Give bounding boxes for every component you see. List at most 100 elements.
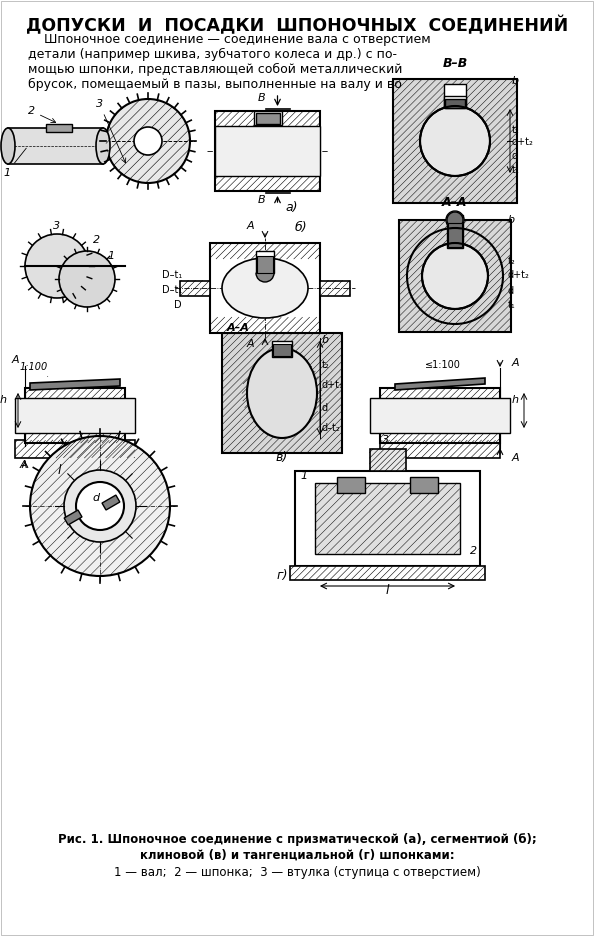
Bar bbox=[444, 84, 466, 108]
Bar bbox=[295, 471, 480, 566]
Text: t₂: t₂ bbox=[512, 125, 520, 135]
Text: В–В: В–В bbox=[443, 57, 467, 70]
Text: 1: 1 bbox=[300, 471, 307, 481]
Bar bbox=[222, 333, 342, 453]
Circle shape bbox=[134, 127, 162, 155]
Text: 1: 1 bbox=[107, 251, 114, 261]
Text: d: d bbox=[508, 286, 514, 296]
Text: ≤1:100: ≤1:100 bbox=[425, 360, 461, 370]
Bar bbox=[393, 79, 517, 203]
Text: А–А: А–А bbox=[443, 196, 467, 209]
Bar bbox=[215, 126, 320, 176]
Text: d: d bbox=[92, 493, 99, 503]
Circle shape bbox=[106, 99, 190, 183]
Text: детали (например шкива, зубчатого колеса и др.) с по-: детали (например шкива, зубчатого колеса… bbox=[28, 48, 397, 61]
Polygon shape bbox=[395, 378, 485, 390]
Text: А: А bbox=[512, 358, 520, 368]
Bar bbox=[315, 483, 460, 554]
Text: d+t₁: d+t₁ bbox=[322, 380, 344, 390]
Ellipse shape bbox=[1, 128, 15, 164]
Text: брусок, помещаемый в пазы, выполненные на валу и во: брусок, помещаемый в пазы, выполненные н… bbox=[28, 78, 402, 91]
Text: 3: 3 bbox=[53, 221, 60, 231]
Text: 1: 1 bbox=[3, 148, 26, 178]
Text: Шпоночное соединение — соединение вала с отверстием: Шпоночное соединение — соединение вала с… bbox=[28, 33, 431, 46]
Wedge shape bbox=[447, 212, 463, 228]
Wedge shape bbox=[446, 211, 464, 229]
Text: l: l bbox=[58, 464, 62, 477]
Text: 3: 3 bbox=[381, 435, 388, 445]
Bar bbox=[320, 281, 350, 296]
Circle shape bbox=[30, 436, 170, 576]
Bar bbox=[46, 124, 72, 132]
Text: ДОПУСКИ  И  ПОСАДКИ  ШПОНОЧНЫХ  СОЕДИНЕНИЙ: ДОПУСКИ И ПОСАДКИ ШПОНОЧНЫХ СОЕДИНЕНИЙ bbox=[26, 16, 568, 36]
Text: 2: 2 bbox=[470, 546, 477, 556]
Text: d: d bbox=[322, 403, 328, 413]
Text: h: h bbox=[512, 395, 519, 405]
Text: 1 — вал;  2 — шпонка;  3 — втулка (ступица с отверстием): 1 — вал; 2 — шпонка; 3 — втулка (ступица… bbox=[113, 866, 481, 879]
Bar bbox=[180, 281, 210, 296]
Bar bbox=[337, 477, 365, 493]
Bar bbox=[254, 111, 282, 125]
Text: А–А: А–А bbox=[227, 323, 250, 333]
Text: 2: 2 bbox=[93, 235, 100, 245]
Circle shape bbox=[422, 243, 488, 309]
Text: D–t₁: D–t₁ bbox=[162, 285, 182, 295]
Bar bbox=[8, 128, 103, 164]
Bar bbox=[102, 495, 120, 510]
Text: г): г) bbox=[276, 569, 287, 582]
Text: в): в) bbox=[276, 451, 288, 464]
Text: b: b bbox=[322, 335, 329, 345]
Text: а): а) bbox=[286, 201, 298, 214]
Text: мощью шпонки, представляющей собой металлический: мощью шпонки, представляющей собой метал… bbox=[28, 63, 402, 76]
Text: d: d bbox=[277, 390, 284, 400]
Text: d–t₂: d–t₂ bbox=[322, 423, 341, 433]
Bar bbox=[215, 111, 320, 191]
Text: А: А bbox=[247, 221, 255, 231]
Bar bbox=[380, 388, 500, 443]
Text: b: b bbox=[508, 215, 515, 225]
Wedge shape bbox=[256, 273, 274, 282]
Bar bbox=[290, 566, 485, 580]
Polygon shape bbox=[30, 379, 120, 390]
Text: t₂: t₂ bbox=[322, 360, 330, 370]
Text: h: h bbox=[0, 395, 7, 405]
Bar bbox=[444, 96, 466, 108]
Bar bbox=[255, 113, 280, 124]
Text: d: d bbox=[512, 151, 518, 161]
Bar bbox=[15, 440, 135, 458]
Circle shape bbox=[64, 470, 136, 542]
Text: Рис. 1. Шпоночное соединение с призматической (а), сегментиой (б);: Рис. 1. Шпоночное соединение с призматич… bbox=[58, 833, 536, 846]
Circle shape bbox=[59, 251, 115, 307]
Text: d+t₂: d+t₂ bbox=[512, 137, 534, 147]
Text: А: А bbox=[512, 453, 520, 463]
Bar bbox=[399, 220, 511, 332]
Text: l: l bbox=[386, 584, 389, 597]
Ellipse shape bbox=[222, 258, 308, 318]
Ellipse shape bbox=[96, 128, 110, 164]
Text: В: В bbox=[258, 195, 266, 205]
Text: t₁: t₁ bbox=[512, 165, 520, 175]
Text: b: b bbox=[512, 76, 519, 86]
Text: А: А bbox=[12, 355, 20, 365]
Bar bbox=[272, 341, 292, 357]
Circle shape bbox=[25, 234, 89, 298]
Bar bbox=[257, 256, 273, 273]
Text: d+t₂: d+t₂ bbox=[508, 270, 530, 280]
Bar bbox=[380, 440, 500, 458]
Circle shape bbox=[420, 106, 490, 176]
Text: б): б) bbox=[295, 221, 308, 234]
Text: t₂: t₂ bbox=[508, 256, 516, 266]
Bar bbox=[369, 449, 406, 471]
Bar bbox=[448, 223, 462, 247]
Text: t₁: t₁ bbox=[508, 300, 516, 310]
Text: А: А bbox=[247, 339, 255, 349]
Bar bbox=[256, 251, 274, 273]
Bar bbox=[210, 243, 320, 333]
Text: А: А bbox=[20, 460, 28, 470]
Bar bbox=[64, 510, 82, 525]
Bar bbox=[447, 215, 463, 248]
Text: В: В bbox=[258, 93, 266, 103]
Text: 3: 3 bbox=[96, 99, 126, 163]
Text: D: D bbox=[175, 300, 182, 310]
Ellipse shape bbox=[247, 348, 317, 438]
